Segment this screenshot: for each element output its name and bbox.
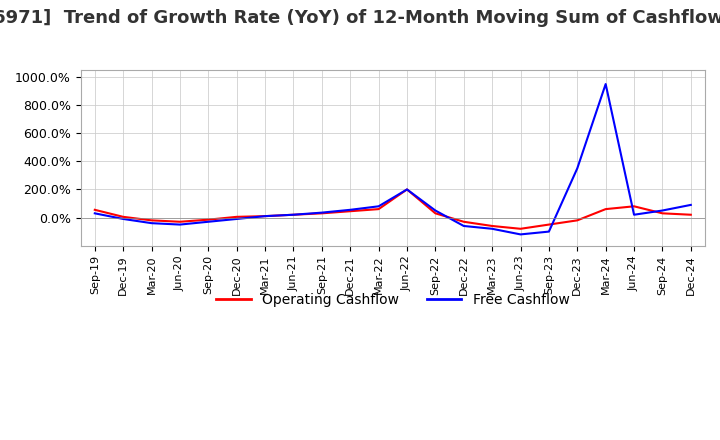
Free Cashflow [374,204,383,209]
Free Cashflow [658,208,667,213]
Operating Cashflow [544,222,553,227]
Free Cashflow [459,224,468,229]
Operating Cashflow [233,214,241,220]
Free Cashflow [261,213,269,219]
Free Cashflow [402,187,411,192]
Free Cashflow [630,212,639,217]
Operating Cashflow [573,218,582,223]
Operating Cashflow [346,209,354,214]
Free Cashflow [233,216,241,222]
Free Cashflow [318,210,326,215]
Line: Operating Cashflow: Operating Cashflow [95,190,690,229]
Operating Cashflow [431,211,440,216]
Free Cashflow [91,211,99,216]
Free Cashflow [204,219,212,224]
Line: Free Cashflow: Free Cashflow [95,84,690,235]
Operating Cashflow [516,226,525,231]
Free Cashflow [346,207,354,213]
Free Cashflow [176,222,184,227]
Operating Cashflow [119,214,127,220]
Legend: Operating Cashflow, Free Cashflow: Operating Cashflow, Free Cashflow [210,287,575,312]
Free Cashflow [488,226,497,231]
Operating Cashflow [488,224,497,229]
Operating Cashflow [176,219,184,224]
Text: [6971]  Trend of Growth Rate (YoY) of 12-Month Moving Sum of Cashflows: [6971] Trend of Growth Rate (YoY) of 12-… [0,9,720,27]
Operating Cashflow [204,217,212,222]
Free Cashflow [601,81,610,87]
Free Cashflow [431,208,440,213]
Operating Cashflow [318,211,326,216]
Operating Cashflow [686,212,695,217]
Free Cashflow [516,232,525,237]
Free Cashflow [544,229,553,234]
Operating Cashflow [459,219,468,224]
Free Cashflow [686,202,695,208]
Operating Cashflow [601,206,610,212]
Operating Cashflow [147,218,156,223]
Free Cashflow [119,216,127,222]
Operating Cashflow [91,207,99,213]
Free Cashflow [289,212,298,217]
Free Cashflow [573,166,582,171]
Operating Cashflow [374,206,383,212]
Operating Cashflow [658,211,667,216]
Operating Cashflow [402,187,411,192]
Operating Cashflow [289,212,298,217]
Free Cashflow [147,220,156,226]
Operating Cashflow [261,213,269,219]
Operating Cashflow [630,204,639,209]
